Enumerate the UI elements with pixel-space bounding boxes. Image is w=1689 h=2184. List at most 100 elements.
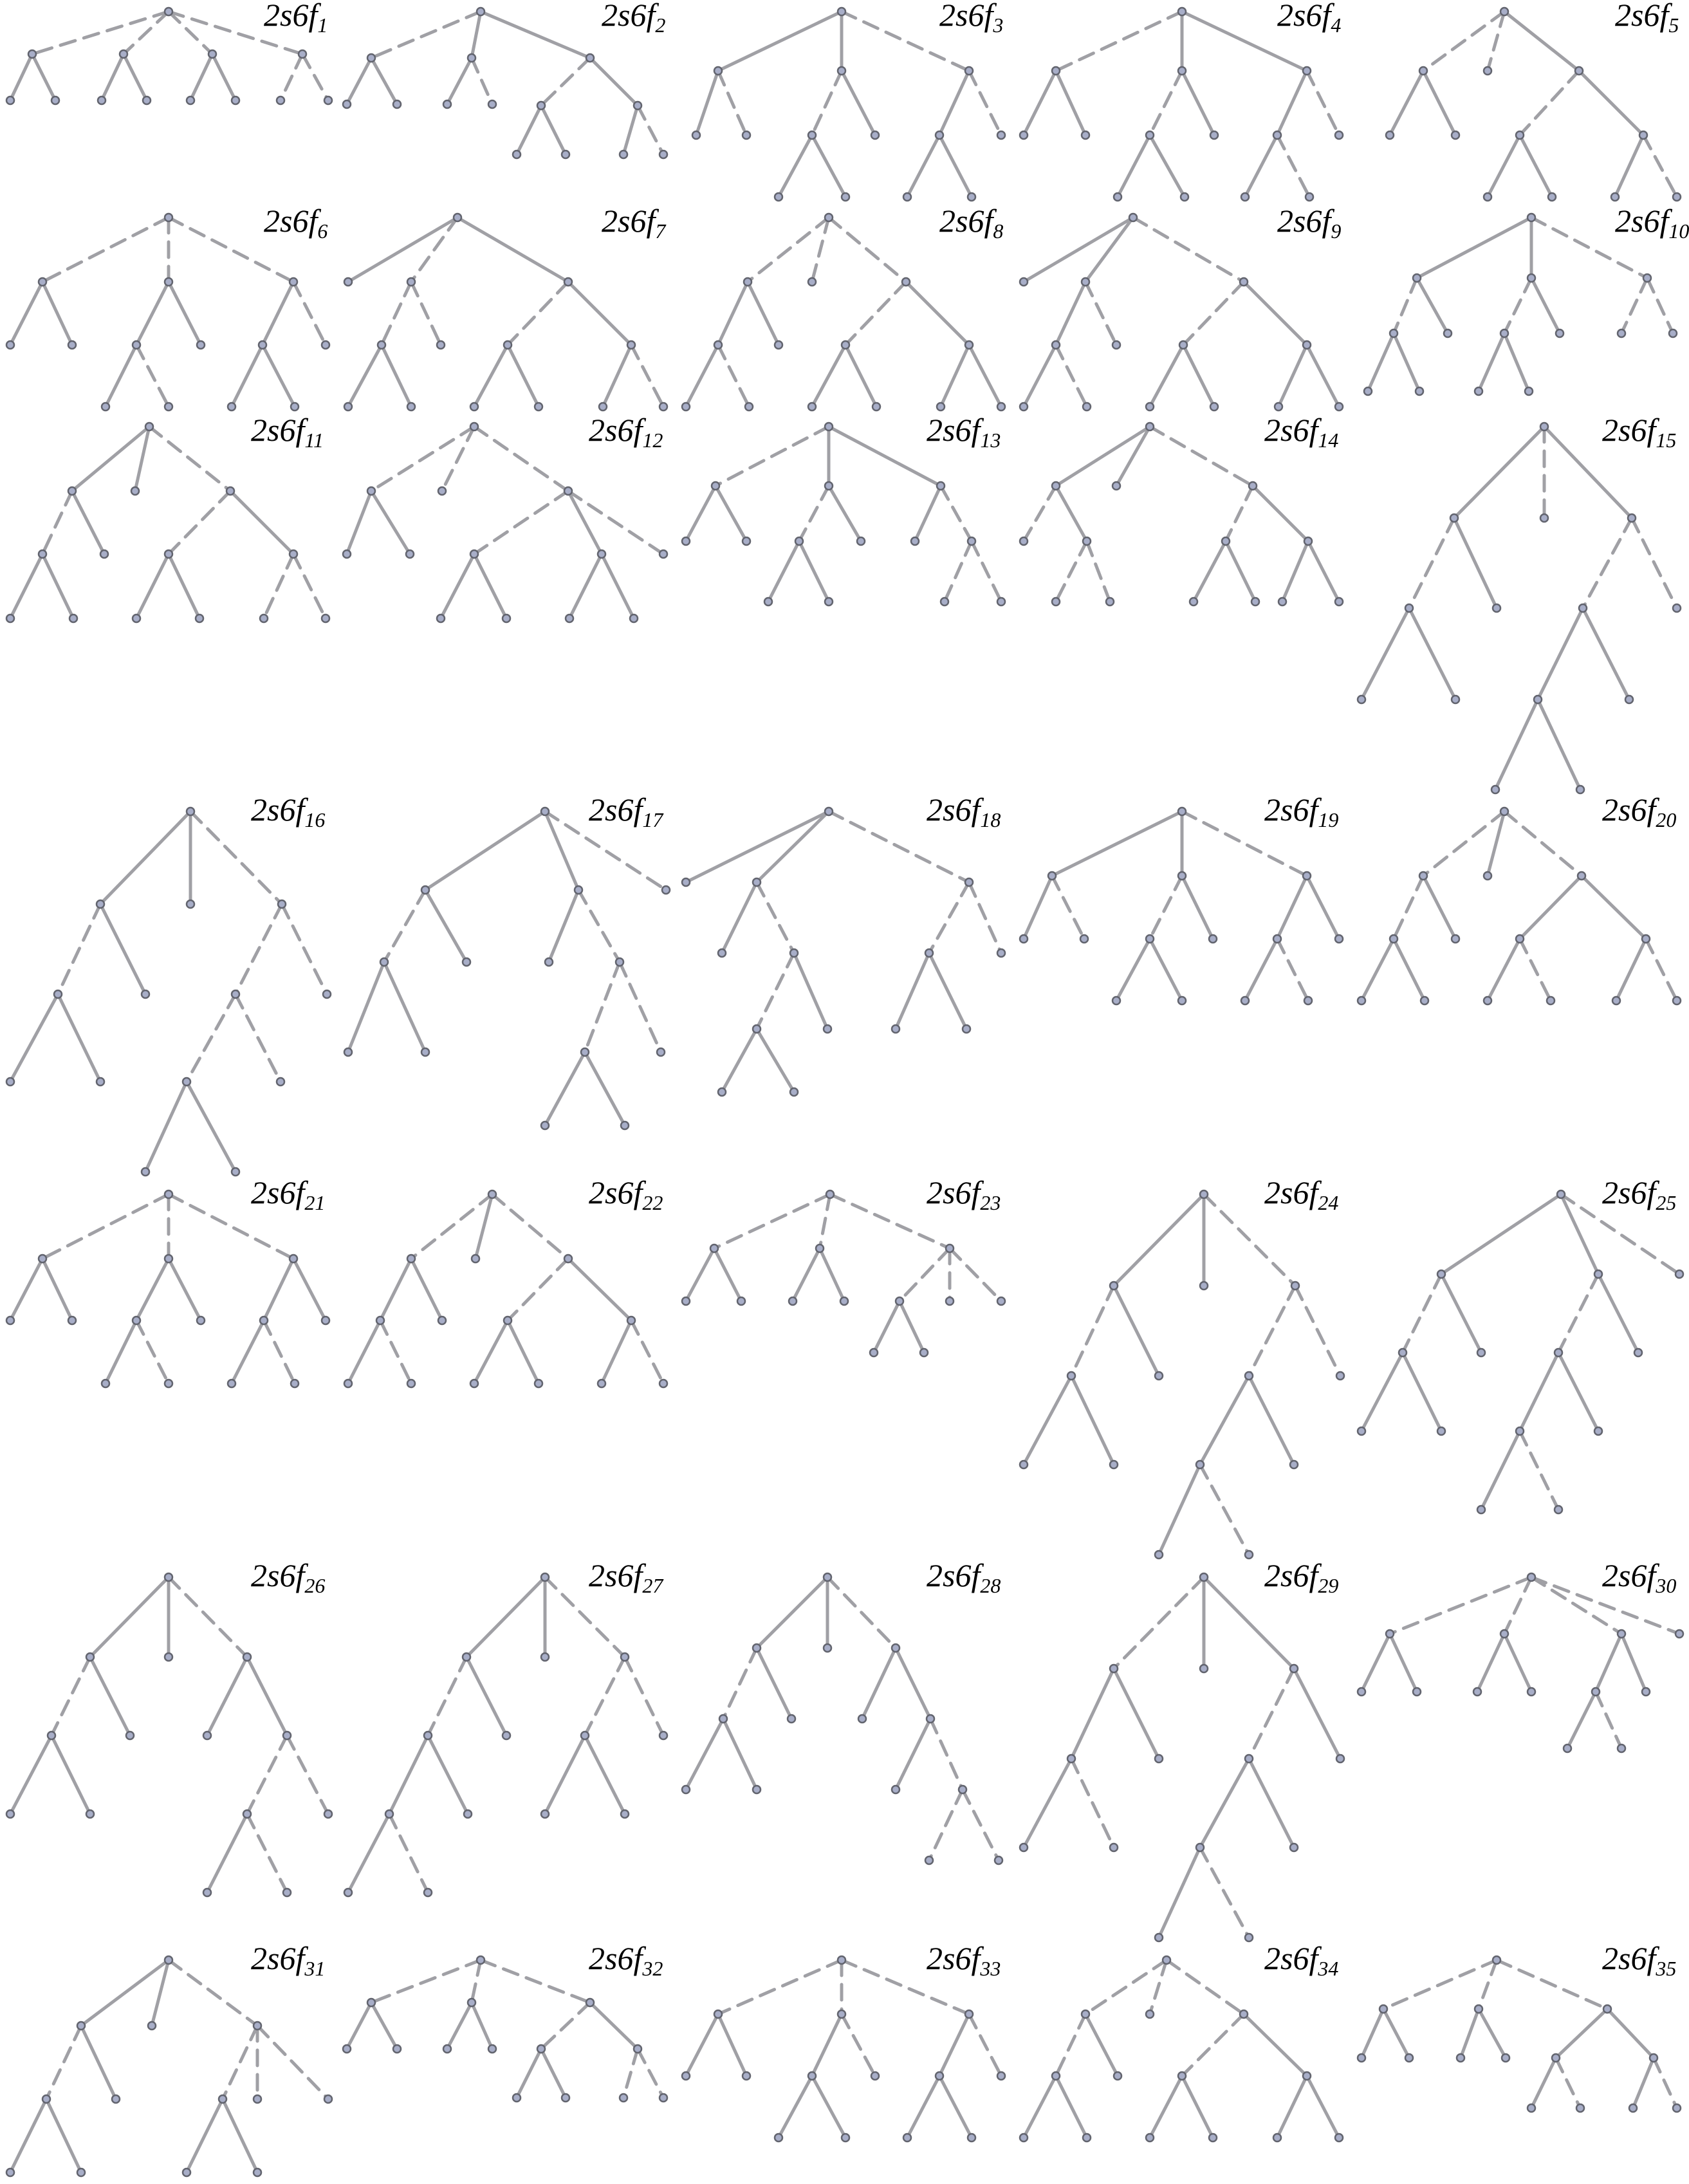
tree-16-edge xyxy=(56,902,102,996)
tree-4-edge xyxy=(1054,69,1087,137)
tree-30-node xyxy=(1412,1687,1422,1697)
tree-34-edge xyxy=(1054,2012,1087,2078)
tree-7-edge xyxy=(472,343,510,409)
tree-3-node xyxy=(996,130,1006,140)
tree-8-node xyxy=(901,277,911,287)
tree-label-name: 2s6f xyxy=(264,0,321,33)
tree-9-edge xyxy=(1131,216,1246,284)
tree-6-node xyxy=(5,340,15,350)
tree-10-node xyxy=(1555,328,1565,338)
tree-19-edge xyxy=(1148,937,1184,1003)
tree-12-edge xyxy=(566,489,604,556)
tree-label-name: 2s6f xyxy=(1602,1174,1659,1210)
tree-1-node xyxy=(97,95,107,106)
tree-6-edge xyxy=(167,216,295,284)
tree-34-node xyxy=(1161,1955,1172,1965)
tree-5-edge xyxy=(1577,69,1645,137)
tree-3-node xyxy=(773,192,784,202)
tree-label-name: 2s6f xyxy=(251,1940,308,1976)
tree-label-15: 2s6f15 xyxy=(1602,412,1676,452)
tree-11-edge xyxy=(133,425,151,493)
tree-26-edge xyxy=(88,1655,132,1737)
tree-15-node xyxy=(1575,784,1585,795)
tree-10-edge xyxy=(1415,276,1450,335)
tree-24-node xyxy=(1244,1550,1254,1560)
tree-15-edge xyxy=(1581,516,1634,610)
tree-11-node xyxy=(67,486,77,496)
tree-21-node xyxy=(163,1189,174,1199)
tree-22-node xyxy=(470,1254,481,1264)
tree-27-node xyxy=(423,1887,433,1898)
tree-3-node xyxy=(840,192,851,202)
tree-18-edge xyxy=(720,1027,759,1094)
tree-label-index: 11 xyxy=(304,429,324,452)
tree-7-edge xyxy=(346,216,459,284)
tree-10-node xyxy=(1389,328,1399,338)
tree-16-node xyxy=(95,1077,106,1087)
tree-28-node xyxy=(786,1714,797,1724)
tree-15-node xyxy=(1624,694,1634,705)
tree-4-node xyxy=(1272,130,1282,140)
tree-28-node xyxy=(924,1855,934,1865)
tree-6-edge xyxy=(8,280,44,347)
tree-10-node xyxy=(1443,328,1453,338)
tree-21-edge xyxy=(41,1192,171,1261)
tree-4-edge xyxy=(1148,133,1186,199)
tree-31-node xyxy=(111,2094,121,2104)
tree-16-node xyxy=(95,899,106,909)
tree-22-node xyxy=(533,1378,544,1389)
tree-31-edge xyxy=(44,2097,83,2174)
tree-15-edge xyxy=(1630,516,1679,610)
tree-13-edge xyxy=(943,539,974,604)
tree-23-node xyxy=(945,1296,955,1306)
tree-34-edge xyxy=(1242,2012,1309,2078)
tree-2-node xyxy=(512,149,522,160)
tree-18-node xyxy=(752,1024,762,1034)
tree-label-index: 12 xyxy=(642,429,663,452)
tree-9-edge xyxy=(1305,343,1341,409)
tree-29-edge xyxy=(1157,1846,1202,1939)
tree-3-node xyxy=(836,66,847,76)
tree-16-node xyxy=(140,1167,151,1177)
tree-9-node xyxy=(1209,402,1219,412)
tree-20-edge xyxy=(1614,937,1648,1003)
tree-11-node xyxy=(144,421,154,432)
tree-label-index: 20 xyxy=(1656,808,1676,831)
tree-17-node xyxy=(580,1047,590,1057)
tree-33-edge xyxy=(937,2012,971,2078)
tree-7-edge xyxy=(456,216,570,284)
tree-28-node xyxy=(822,1572,833,1582)
tree-label-name: 2s6f xyxy=(251,791,308,828)
tree-33-edge xyxy=(684,2012,720,2078)
tree-33-node xyxy=(964,2009,974,2019)
tree-2-edge xyxy=(515,104,543,156)
tree-17-node xyxy=(620,1120,630,1131)
tree-label-name: 2s6f xyxy=(1264,791,1322,828)
tree-35-edge xyxy=(1605,2007,1656,2060)
tree-12-node xyxy=(469,549,479,559)
tree-label-name: 2s6f xyxy=(264,203,321,239)
tree-20-node xyxy=(1672,995,1682,1006)
tree-6-node xyxy=(163,402,174,412)
tree-17-node xyxy=(656,1047,666,1057)
tree-35-node xyxy=(1602,2004,1612,2014)
tree-8-edge xyxy=(904,280,971,347)
tree-22-edge xyxy=(600,1319,633,1385)
tree-13-edge xyxy=(827,425,943,488)
tree-6-node xyxy=(163,212,174,223)
tree-23-node xyxy=(919,1347,929,1358)
tree-17-node xyxy=(544,957,554,967)
tree-9-node xyxy=(1128,212,1138,223)
tree-label-index: 1 xyxy=(317,14,328,37)
tree-5-edge xyxy=(1502,10,1581,73)
tree-2-node xyxy=(618,149,629,160)
tree-label-19: 2s6f19 xyxy=(1264,791,1338,831)
tree-33-edge xyxy=(777,2074,814,2140)
tree-6-node xyxy=(288,277,299,287)
tree-19-edge xyxy=(1050,874,1086,941)
tree-18-node xyxy=(717,1087,727,1097)
tree-35-edge xyxy=(1459,2007,1481,2060)
tree-3-node xyxy=(966,192,977,202)
tree-34-edge xyxy=(1022,2074,1058,2140)
